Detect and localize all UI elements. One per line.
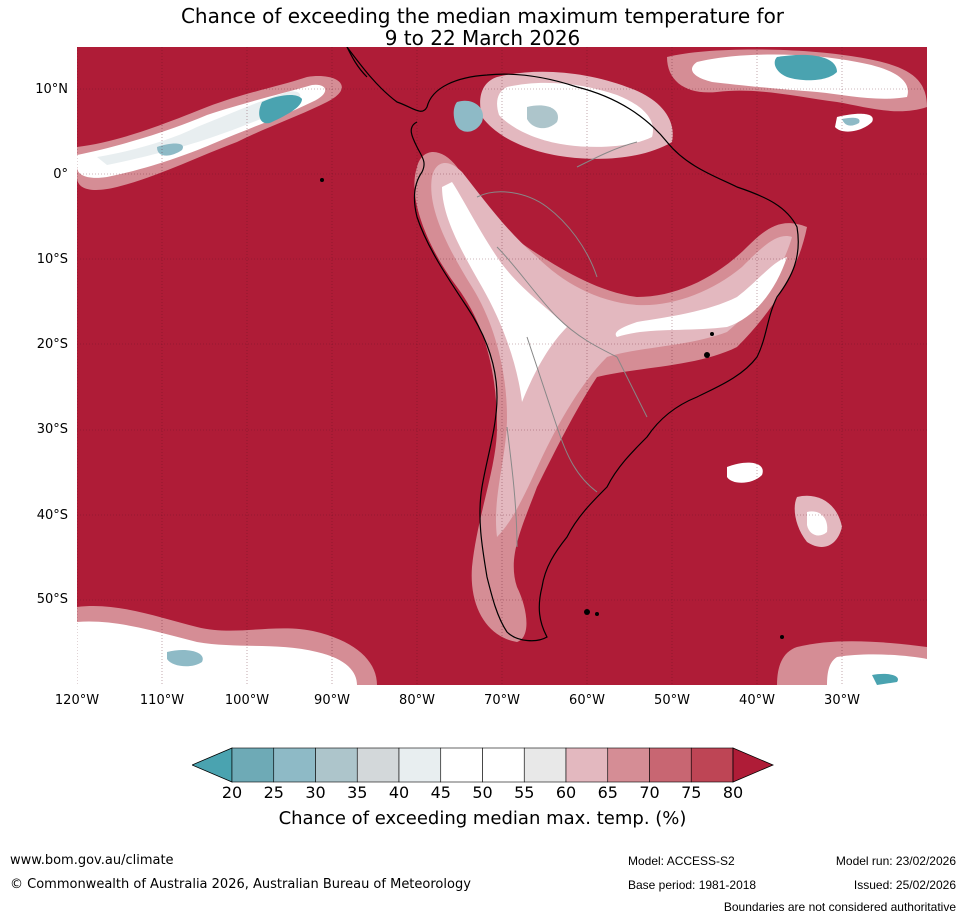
map-title-line1: Chance of exceeding the median maximum t…	[180, 4, 785, 28]
colorbar-tick-label: 80	[722, 783, 744, 802]
colorbar-tick-label: 65	[597, 783, 618, 802]
colorbar-cell	[565, 747, 609, 783]
coastline	[346, 47, 799, 642]
lat-label-30s: 30°S	[36, 422, 68, 437]
colorbar-cell	[649, 747, 692, 783]
lon-label-90w: 90°W	[314, 693, 350, 708]
colorbar-cell	[440, 747, 483, 783]
colorbar-cell	[273, 747, 316, 783]
lat-label-40s: 40°S	[36, 508, 68, 523]
south-atlantic-anomaly	[727, 462, 842, 547]
copyright-text: © Commonwealth of Australia 2026, Austra…	[10, 877, 471, 892]
colorbar-title: Chance of exceeding median max. temp. (%…	[278, 808, 687, 829]
colorbar-tick-label: 40	[388, 783, 410, 802]
lat-label-10s: 10°S	[36, 252, 68, 267]
lon-label-100w: 100°W	[224, 693, 270, 708]
lon-label-60w: 60°W	[569, 693, 605, 708]
lat-label-20s: 20°S	[36, 337, 68, 352]
colorbar-cell	[315, 747, 358, 783]
country-borders	[476, 141, 648, 548]
disclaimer-text: Boundaries are not considered authoritat…	[723, 900, 956, 914]
colorbar-cell	[523, 747, 567, 783]
lon-label-110w: 110°W	[139, 693, 185, 708]
colorbar-tick-label: 60	[555, 783, 577, 802]
lon-label-40w: 40°W	[739, 693, 775, 708]
model-text: Model: ACCESS-S2	[628, 854, 735, 868]
map-title-line2: 9 to 22 March 2026	[384, 26, 581, 50]
islands	[320, 178, 784, 639]
colorbar-tick-label: 20	[221, 783, 243, 802]
graticule	[77, 47, 927, 685]
colorbar-tick-label: 30	[305, 783, 326, 802]
north-atlantic-anomaly	[667, 49, 927, 132]
base-period-text: Base period: 1981-2018	[628, 878, 757, 892]
lat-label-10n: 10°N	[35, 82, 68, 97]
website-link[interactable]: www.bom.gov.au/climate	[10, 853, 174, 868]
south-america-anomaly	[414, 71, 807, 642]
lon-label-50w: 50°W	[654, 693, 690, 708]
colorbar-cell	[398, 747, 442, 783]
probability-map	[77, 47, 927, 685]
colorbar-low-arrow	[190, 747, 233, 783]
colorbar-tick-label: 45	[430, 783, 451, 802]
colorbar-tick-label: 50	[472, 783, 493, 802]
lat-label-0: 0°	[53, 167, 68, 182]
colorbar-tick-label: 35	[347, 783, 368, 802]
colorbar-tick-label: 55	[514, 783, 535, 802]
colorbar-high-arrow	[732, 747, 775, 783]
lon-label-70w: 70°W	[484, 693, 520, 708]
lon-label-120w: 120°W	[54, 693, 100, 708]
colorbar-cell	[231, 747, 275, 783]
model-run-text: Model run: 23/02/2026	[835, 854, 956, 868]
map-title: Chance of exceeding the median maximum t…	[0, 5, 965, 49]
colorbar-tick-label: 70	[639, 783, 660, 802]
colorbar-cell	[690, 747, 734, 783]
southern-ocean-anomaly	[77, 606, 927, 685]
colorbar-cell	[482, 747, 525, 783]
lat-label-50s: 50°S	[36, 592, 68, 607]
colorbar-tick-label: 25	[263, 783, 284, 802]
colorbar-cell	[607, 747, 650, 783]
pacific-anomaly-band	[77, 76, 342, 190]
lon-label-80w: 80°W	[399, 693, 435, 708]
lon-label-30w: 30°W	[824, 693, 860, 708]
colorbar-tick-label: 75	[681, 783, 702, 802]
colorbar	[190, 747, 775, 783]
issued-text: Issued: 25/02/2026	[853, 878, 956, 892]
colorbar-cell	[356, 747, 400, 783]
